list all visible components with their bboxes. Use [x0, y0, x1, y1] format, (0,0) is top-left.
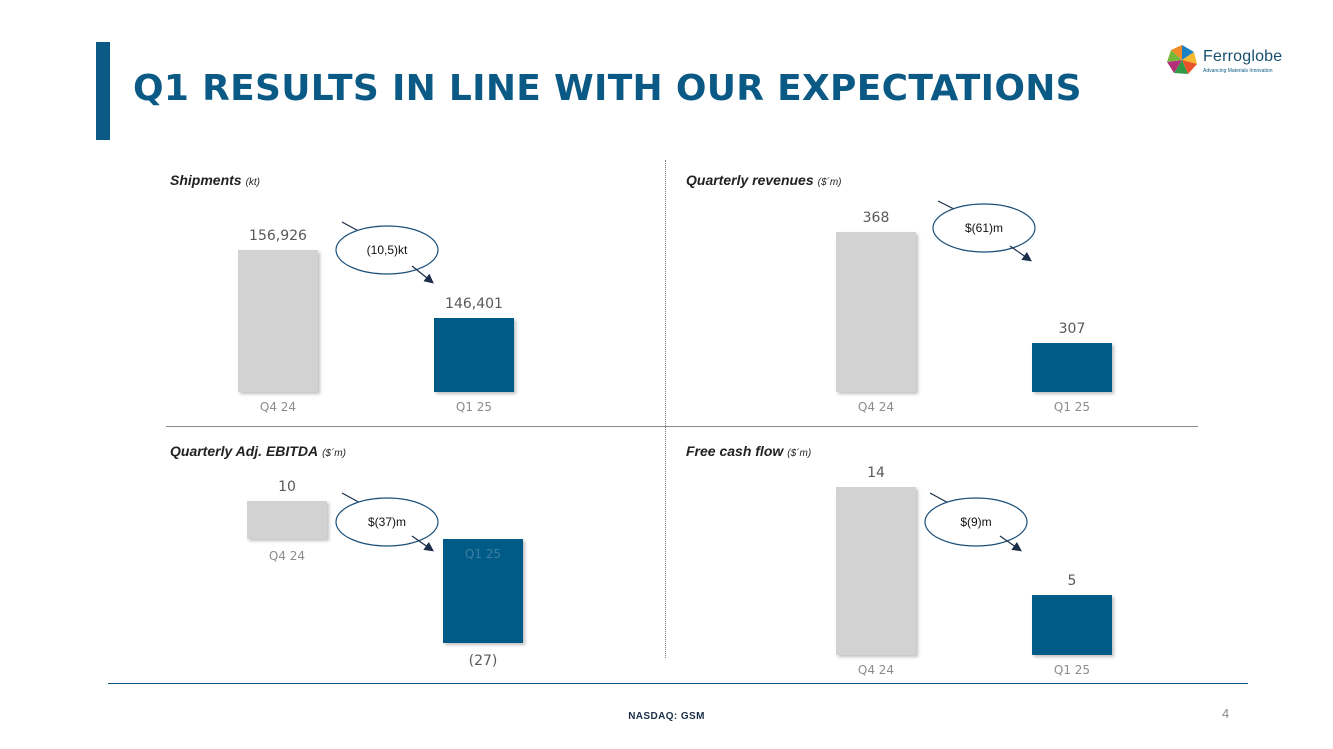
revenues-value-label: 307: [1058, 320, 1086, 337]
title-accent-bar: [96, 42, 110, 140]
fcf-bar-q1-25: [1032, 595, 1112, 655]
shipments-bar-q4-24: [238, 249, 318, 392]
shipments-category-label: Q4 24: [259, 400, 297, 414]
revenues-unit-label: ($´m): [817, 177, 842, 188]
ebitda-value-label: (27): [468, 653, 498, 669]
footer-ticker: NASDAQ: GSM: [628, 711, 705, 722]
logo-tagline: Advancing Materials Innovation: [1203, 68, 1273, 74]
shipments-unit-label: (kt): [245, 177, 261, 188]
page-title: Q1 RESULTS IN LINE WITH OUR EXPECTATIONS: [133, 68, 1082, 109]
fcf-unit-label: ($´m): [787, 448, 812, 459]
ebitda-category-label: Q4 24: [268, 549, 306, 564]
fcf-category-label: Q1 25: [1053, 663, 1091, 677]
globe-icon: [1167, 45, 1197, 74]
ebitda-unit-label: ($´m): [322, 448, 346, 459]
fcf-category-label: Q4 24: [857, 663, 895, 677]
ebitda-category-label: Q1 25: [464, 547, 502, 562]
revenues-bar-q4-24: [836, 231, 916, 392]
fcf-title-text: Free cash flow: [686, 443, 784, 459]
revenues-bar-q1-25: [1032, 342, 1112, 392]
logo-name: Ferroglobe: [1203, 48, 1283, 65]
fcf-callout-label: $(9)m: [960, 515, 992, 529]
shipments-callout-label: (10,5)kt: [366, 243, 408, 257]
page-number: 4: [1222, 706, 1230, 721]
shipments-value-label: 146,401: [445, 296, 503, 313]
shipments-value-label: 156,926: [249, 227, 307, 244]
vertical-divider: [665, 160, 666, 658]
fcf-value-label: 14: [867, 465, 885, 481]
fcf-value-label: 5: [1067, 573, 1077, 589]
revenues-value-label: 368: [862, 209, 890, 226]
revenues-category-label: Q4 24: [857, 400, 895, 414]
revenues-title-text: Quarterly revenues: [686, 172, 814, 188]
shipments-chart-title: Shipments (kt): [170, 172, 260, 188]
shipments-category-label: Q1 25: [455, 400, 493, 414]
ebitda-value-label: 10: [278, 479, 296, 495]
ebitda-bar-q1-25: [443, 539, 523, 643]
revenues-callout-label: $(61)m: [964, 221, 1003, 235]
ferroglobe-logo: Ferroglobe Advancing Materials Innovatio…: [1166, 44, 1296, 78]
fcf-chart-title: Free cash flow ($´m): [686, 443, 811, 459]
ebitda-chart-title: Quarterly Adj. EBITDA ($´m): [170, 443, 346, 459]
revenues-chart-title: Quarterly revenues ($´m): [686, 172, 842, 188]
ebitda-bar-q4-24: [247, 501, 327, 540]
revenues-category-label: Q1 25: [1053, 400, 1091, 414]
footer-line: [108, 683, 1248, 684]
ebitda-title-text: Quarterly Adj. EBITDA: [170, 443, 319, 459]
horizontal-divider: [166, 426, 1198, 427]
shipments-title-text: Shipments: [170, 172, 242, 188]
ebitda-callout-label: $(37)m: [367, 515, 406, 529]
fcf-bar-q4-24: [836, 487, 916, 655]
shipments-bar-q1-25: [434, 318, 514, 392]
